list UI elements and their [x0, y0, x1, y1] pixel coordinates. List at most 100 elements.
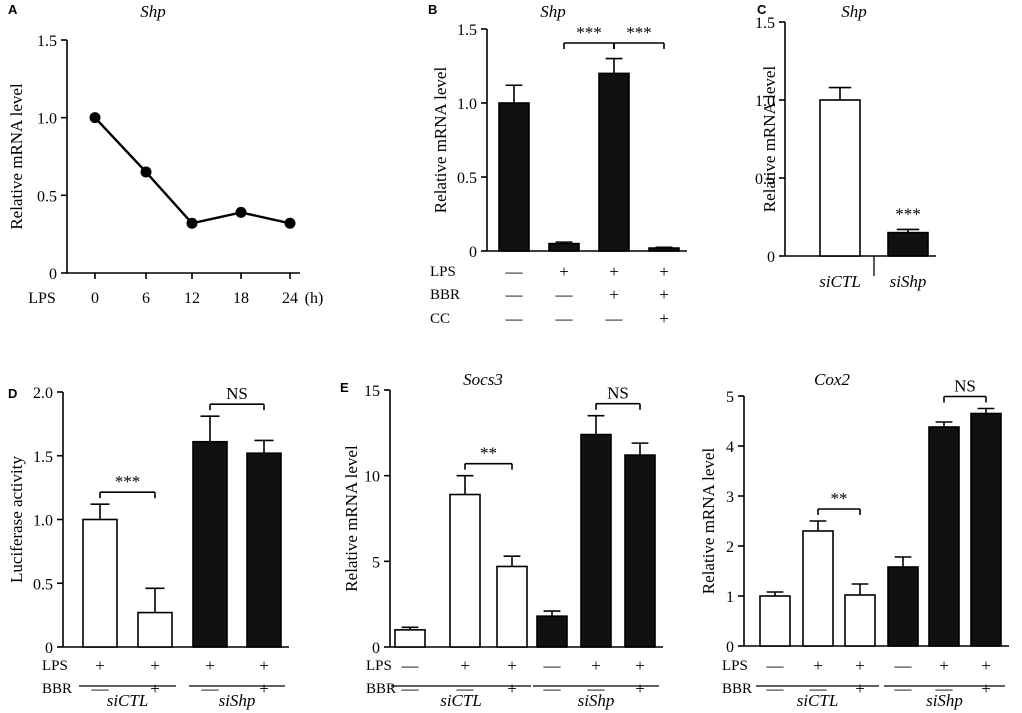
- panel-b-condition-label: LPS: [430, 264, 456, 280]
- panel-d-y-label: Luciferase activity: [7, 456, 26, 583]
- panel-d-condition-mark: +: [259, 679, 269, 698]
- panel-b-condition-mark: +: [659, 309, 669, 328]
- panel-a-y-tick-label: 0: [49, 266, 57, 283]
- panel-cox2-condition-mark: +: [981, 656, 991, 675]
- panel-a-x-tick-label: 18: [233, 290, 249, 307]
- panel-a-x-tick-label: 6: [142, 290, 150, 307]
- panel-e-y-tick-label: 15: [364, 383, 380, 400]
- panel-b-sig-label: ***: [576, 23, 602, 42]
- panel-c-category-label: siShp: [890, 272, 927, 291]
- panel-c-y-tick-label: 0: [767, 249, 775, 266]
- panel-c-y-tick-label: 1.0: [755, 93, 775, 110]
- panel-d-bar: [82, 518, 118, 648]
- panel-e-condition-mark: —: [543, 656, 562, 675]
- panel-d-condition-mark: +: [205, 656, 215, 675]
- panel-a-letter: A: [8, 2, 18, 17]
- panel-e-bar: [580, 433, 612, 648]
- panel-cox2-condition-mark: —: [809, 679, 828, 698]
- panel-b-y-tick-label: 1.0: [457, 96, 477, 113]
- panel-c-title: Shp: [841, 2, 867, 21]
- panel-b-bar: [548, 242, 580, 252]
- panel-e-bar: [536, 615, 568, 648]
- panel-cox2-condition-mark: —: [894, 679, 913, 698]
- panel-e-group-label: siCTL: [440, 691, 482, 710]
- panel-d-y-tick-label: 2.0: [33, 385, 53, 402]
- panel-a-y-tick-label: 1.5: [37, 33, 57, 50]
- panel-b-condition-mark: +: [609, 285, 619, 304]
- panel-b-bar: [498, 102, 530, 252]
- panel-e-condition-mark: +: [635, 679, 645, 698]
- panel-b-condition-mark: —: [555, 285, 574, 304]
- panel-e-title: Socs3: [463, 370, 503, 389]
- panel-e-y-tick-label: 5: [372, 554, 380, 571]
- panel-d-condition-mark: +: [95, 656, 105, 675]
- panel-cox2-bar: [887, 566, 919, 647]
- panel-e-letter: E: [340, 380, 349, 395]
- panel-cox2-bar: [759, 595, 791, 647]
- panel-c-y-tick-label: 0.5: [755, 171, 775, 188]
- panel-a-data-point: [284, 217, 296, 229]
- panel-e-condition-mark: —: [456, 679, 475, 698]
- panel-b-y-tick-label: 0: [469, 244, 477, 261]
- panel-a-x-tick-label: 24: [282, 290, 298, 307]
- panel-b-condition-label: CC: [430, 311, 450, 327]
- panel-cox2-y-tick-label: 5: [726, 389, 734, 406]
- panel-c-bar: [819, 99, 861, 257]
- panel-cox2-sig-label: **: [831, 489, 848, 508]
- panel-d-y-tick-label: 1.0: [33, 513, 53, 530]
- panel-b-condition-mark: —: [505, 309, 524, 328]
- panel-cox2-title: Cox2: [814, 370, 850, 389]
- panel-d-condition-label: BBR: [42, 681, 72, 697]
- panel-cox2-y-tick-label: 3: [726, 489, 734, 506]
- panel-d-condition-mark: +: [259, 656, 269, 675]
- panel-d-bar: [246, 452, 282, 648]
- panel-cox2-y-label: Relative mRNA level: [699, 448, 718, 595]
- panel-cox2-bar: [844, 594, 876, 647]
- panel-d-condition-mark: —: [91, 679, 110, 698]
- panel-a-y-label: Relative mRNA level: [7, 83, 26, 230]
- panel-cox2-condition-mark: —: [766, 656, 785, 675]
- panel-c-letter: C: [757, 2, 767, 17]
- panel-e-condition-mark: —: [401, 679, 420, 698]
- panel-b-letter: B: [428, 2, 437, 17]
- panel-e-bar: [394, 629, 426, 648]
- panel-a-data-point: [89, 112, 101, 124]
- panel-b-bar: [648, 247, 680, 252]
- panel-c-category-label: siCTL: [819, 272, 861, 291]
- panel-cox2-condition-mark: +: [813, 656, 823, 675]
- panel-e-bar: [624, 454, 656, 648]
- panel-d-condition-mark: +: [150, 656, 160, 675]
- panel-b-condition-mark: +: [609, 262, 619, 281]
- panel-cox2-condition-mark: —: [766, 679, 785, 698]
- panel-b-condition-mark: —: [505, 285, 524, 304]
- panel-b-y-tick-label: 1.5: [457, 22, 477, 39]
- panel-b-y-label: Relative mRNA level: [431, 67, 450, 214]
- panel-a-data-point: [140, 166, 152, 178]
- panel-e-bar: [496, 565, 528, 648]
- panel-b-condition-label: BBR: [430, 287, 460, 303]
- panel-e-sig-label: **: [480, 444, 497, 463]
- panel-cox2-bar: [970, 412, 1002, 647]
- panel-c-y-tick-label: 1.5: [755, 15, 775, 32]
- panel-d-y-tick-label: 1.5: [33, 449, 53, 466]
- panel-b-condition-mark: +: [559, 262, 569, 281]
- panel-b-condition-mark: —: [505, 262, 524, 281]
- panel-d-sig-label: NS: [226, 384, 248, 403]
- panel-cox2-condition-label: BBR: [722, 681, 752, 697]
- panel-e-y-tick-label: 0: [372, 640, 380, 657]
- panel-d-group-label: siShp: [219, 691, 256, 710]
- panel-e-condition-label: BBR: [366, 681, 396, 697]
- panel-d-condition-mark: —: [201, 679, 220, 698]
- panel-e-condition-mark: —: [587, 679, 606, 698]
- panel-d-bar: [137, 611, 173, 648]
- panel-e-condition-mark: +: [635, 656, 645, 675]
- panel-a-x-tick-label: 12: [184, 290, 200, 307]
- panel-e-bar: [449, 493, 481, 648]
- panel-e-condition-mark: —: [401, 656, 420, 675]
- panel-a-x-prefix-label: LPS: [28, 290, 56, 307]
- panel-e-condition-mark: +: [591, 656, 601, 675]
- panel-e-condition-mark: —: [543, 679, 562, 698]
- panel-d-condition-mark: +: [150, 679, 160, 698]
- panel-cox2-bar: [928, 426, 960, 647]
- panel-cox2-condition-label: LPS: [722, 658, 748, 674]
